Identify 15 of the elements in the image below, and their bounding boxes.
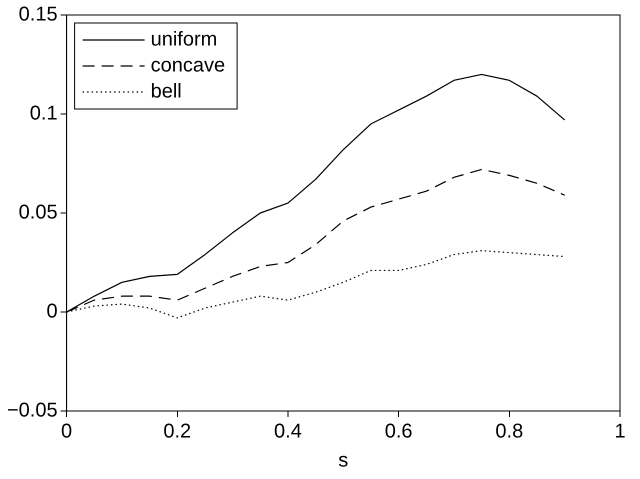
x-tick-label: 0.8 (495, 420, 524, 443)
y-tick-label: 0.1 (30, 102, 58, 125)
legend-label: bell (150, 80, 182, 103)
x-tick-label: 1 (614, 420, 626, 443)
y-tick-label: 0.05 (18, 202, 58, 224)
x-tick-label: 0.2 (163, 420, 192, 443)
y-tick-label: −0.05 (6, 400, 58, 422)
x-tick-label: 0 (61, 420, 72, 443)
y-tick-label: 0.15 (18, 4, 58, 26)
x-tick-label: 0.6 (384, 420, 413, 443)
legend-label: concave (150, 54, 226, 77)
y-tick-label: 0 (46, 300, 58, 323)
x-tick-label: 0.4 (274, 420, 302, 443)
x-axis-title: s (338, 450, 348, 472)
legend-label: uniform (150, 28, 218, 51)
